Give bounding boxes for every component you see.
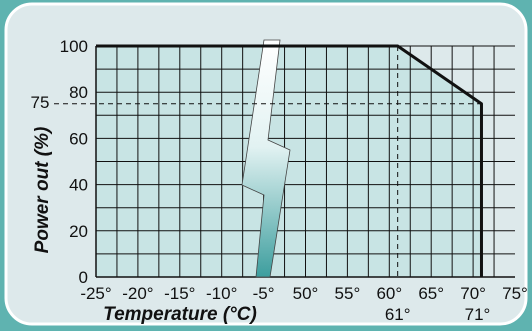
axis-break-symbol: [241, 39, 291, 278]
y-axis-title: Power out (%): [32, 127, 53, 254]
x-tick-label: 60°: [376, 284, 402, 303]
x-tick-label: -20°: [122, 284, 153, 303]
y-tick-label: 80: [69, 83, 88, 102]
x-tick-label: 70°: [460, 284, 486, 303]
reference-label-61: 61°: [385, 305, 411, 324]
y-tick-label: 40: [69, 176, 88, 195]
y-tick-label: 60: [69, 129, 88, 148]
grid-lines: [96, 45, 515, 277]
x-tick-label: -15°: [164, 284, 195, 303]
x-tick-label: 55°: [335, 284, 361, 303]
x-tick-label: 50°: [293, 284, 319, 303]
x-tick-label: -5°: [253, 284, 275, 303]
y-tick-label: 0: [79, 268, 88, 287]
x-tick-label: 65°: [418, 284, 444, 303]
reference-label-75: 75: [31, 93, 50, 112]
y-tick-label: 20: [69, 222, 88, 241]
y-tick-label: 100: [60, 37, 88, 56]
x-tick-labels: -25° -20° -15° -10° -5° 50° 55° 60° 65° 70° 75°: [80, 284, 528, 303]
x-tick-label: -10°: [206, 284, 237, 303]
x-tick-label: 75°: [502, 284, 528, 303]
power-derating-line: [96, 44, 483, 277]
y-tick-labels: 0 20 40 60 80 100: [60, 37, 88, 287]
x-axis-title: Temperature (°C): [103, 304, 257, 325]
reference-label-71: 71°: [465, 305, 491, 324]
x-tick-label: -25°: [80, 284, 111, 303]
